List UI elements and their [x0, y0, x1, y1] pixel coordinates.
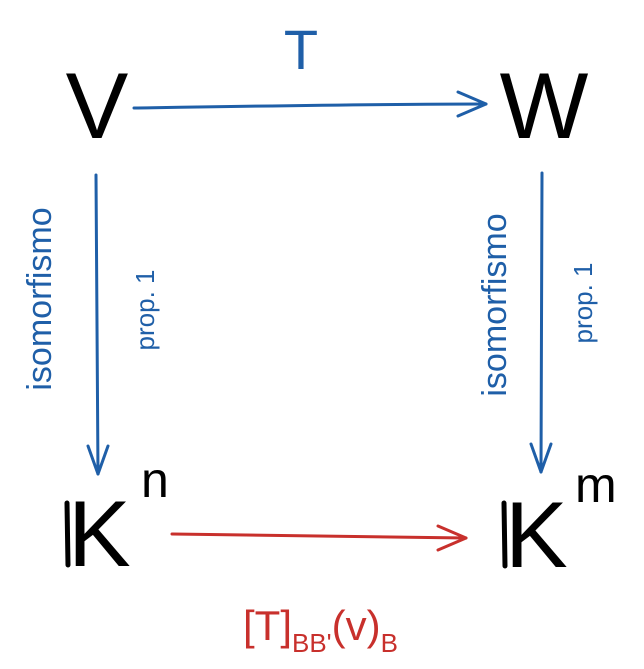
node-K-m-base: K: [505, 482, 568, 587]
node-K-n-base: K: [68, 481, 131, 586]
node-K-n: K n: [64, 452, 169, 586]
node-V: V: [66, 53, 129, 158]
node-W: W: [500, 53, 589, 158]
arrow-right-isomorphism: [529, 171, 553, 474]
arrow-left-isomorphism: [86, 173, 110, 476]
arrow-left-label-main: isomorfismo: [21, 207, 59, 390]
label-T-bracket: [T]: [243, 602, 292, 649]
arrow-bottom-label: [T]BB'(v)B: [243, 602, 398, 658]
node-K-m: K m: [501, 457, 617, 587]
blackboard-bar-left: [64, 500, 71, 568]
blackboard-bar-right: [501, 500, 508, 569]
arrow-right-label-main: isomorfismo: [476, 213, 514, 396]
arrow-top-T: [132, 90, 488, 118]
label-sub-BB: BB': [292, 628, 332, 658]
label-v: (v): [332, 602, 381, 649]
node-K-m-exponent: m: [575, 457, 617, 513]
arrow-right-label-note: prop. 1: [568, 263, 598, 344]
arrow-top-label: T: [284, 18, 318, 81]
arrow-left-label-note: prop. 1: [130, 270, 160, 351]
node-K-n-exponent: n: [141, 452, 169, 508]
label-sub-B: B: [381, 628, 398, 658]
arrow-bottom-matrix: [170, 524, 468, 552]
